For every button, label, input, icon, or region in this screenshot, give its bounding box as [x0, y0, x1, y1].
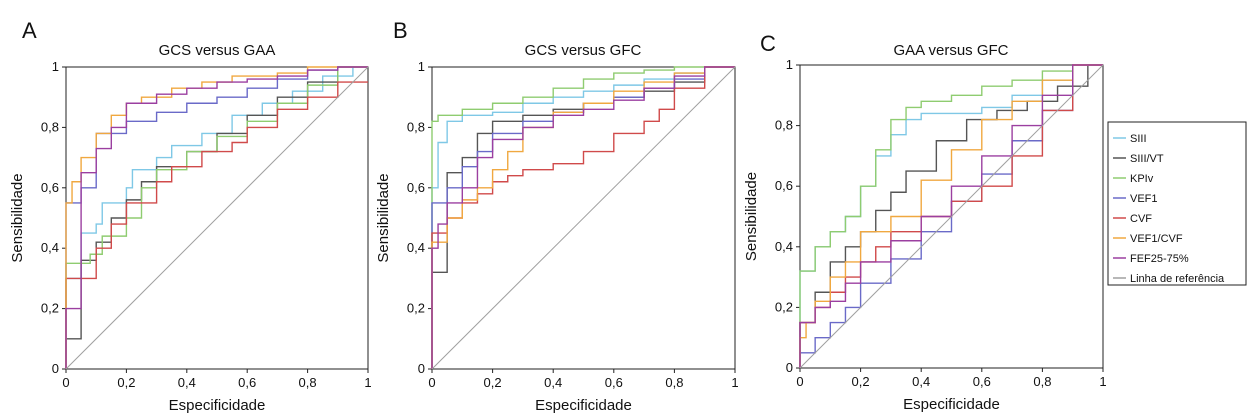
panel-b-x-tick-label: 0,6: [605, 375, 623, 390]
panel-a-y-tick-label: 0: [52, 361, 59, 376]
panel-b-series-fef25-75: [431, 66, 735, 369]
panel-b-y-tick-label: 0,6: [407, 180, 425, 195]
panel-a-title: GCS versus GAA: [159, 42, 276, 59]
legend-label-kpiv: KPIv: [1130, 173, 1154, 185]
panel-c-x-axis-label: Especificidade: [903, 396, 1000, 413]
legend-label-fef25-75: FEF25-75%: [1130, 253, 1189, 265]
panel-c-x-tick-label: 0: [796, 374, 803, 389]
panel-a-series-cvf: [65, 81, 368, 369]
panel-c-x-tick-label: 0,6: [973, 374, 991, 389]
panel-b-y-axis-label: Sensibilidade: [375, 173, 392, 262]
panel-a-series-linha-de-refer-ncia: [65, 66, 369, 370]
panel-b-y-tick-label: 0,8: [407, 119, 425, 134]
panel-b-series-kpiv: [431, 66, 735, 369]
panel-c-y-tick-label: 0,4: [775, 239, 793, 254]
panel-c-title: GAA versus GFC: [893, 42, 1008, 59]
panel-a-y-tick-label: 0,6: [41, 180, 59, 195]
panel-c-x-tick-label: 0,4: [912, 374, 930, 389]
panel-c-x-tick-label: 0,8: [1033, 374, 1051, 389]
panel-b-x-tick-label: 0,2: [484, 375, 502, 390]
panel-c-y-axis-label: Sensibilidade: [743, 172, 760, 261]
panel-a-x-tick-label: 0,2: [117, 375, 135, 390]
panel-b-x-tick-label: 0,4: [544, 375, 562, 390]
panel-a-y-tick-label: 0,8: [41, 119, 59, 134]
panel-b-x-tick-label: 1: [731, 375, 738, 390]
panel-b-series-linha-de-refer-ncia: [431, 66, 736, 370]
panel-b-series-siii-vt: [431, 66, 735, 369]
legend-label-siii-vt: SIII/VT: [1130, 153, 1164, 165]
panel-c-series-fef25-75: [799, 64, 1103, 368]
panel-c-plot-frame: [799, 64, 1104, 369]
legend-box: [1107, 121, 1247, 286]
panel-a-series-siii: [65, 66, 368, 369]
panel-a-y-tick-label: 0,2: [41, 301, 59, 316]
panel-c-y-tick-label: 0,6: [775, 178, 793, 193]
panel-c-x-tick-label: 1: [1099, 374, 1106, 389]
panel-a-y-tick-label: 1: [52, 59, 59, 74]
panel-c-y-tick-label: 0,8: [775, 118, 793, 133]
legend-label-vef1-cvf: VEF1/CVF: [1130, 233, 1183, 245]
panel-c-y-tick-label: 0: [786, 360, 793, 375]
panel-b-y-tick-label: 0,4: [407, 240, 425, 255]
panel-c-series-linha-de-refer-ncia: [799, 64, 1104, 369]
panel-a-series-fef25-75: [65, 66, 368, 369]
panel-a-x-tick-label: 0,8: [299, 375, 317, 390]
panel-a-letter: A: [22, 18, 37, 43]
legend-label-linha-de-refer-ncia: Linha de referência: [1130, 273, 1225, 285]
panel-b-y-tick-label: 0: [418, 361, 425, 376]
panel-b-x-axis-label: Especificidade: [535, 397, 632, 414]
panel-c-y-tick-label: 1: [786, 57, 793, 72]
panel-c-letter: C: [760, 31, 776, 56]
legend-label-cvf: CVF: [1130, 213, 1152, 225]
panel-a-x-axis-label: Especificidade: [169, 397, 266, 414]
panel-a-x-tick-label: 0: [62, 375, 69, 390]
legend-label-vef1: VEF1: [1130, 193, 1158, 205]
panel-a-x-tick-label: 1: [364, 375, 371, 390]
panel-c-x-tick-label: 0,2: [852, 374, 870, 389]
panel-b-y-tick-label: 1: [418, 59, 425, 74]
panel-b-y-tick-label: 0,2: [407, 301, 425, 316]
panel-b-letter: B: [393, 18, 408, 43]
panel-c-series-kpiv: [799, 64, 1103, 368]
panel-c-y-tick-label: 0,2: [775, 299, 793, 314]
panel-a-y-tick-label: 0,4: [41, 240, 59, 255]
panel-a-y-axis-label: Sensibilidade: [9, 173, 26, 262]
panel-b-x-tick-label: 0: [428, 375, 435, 390]
panel-a-x-tick-label: 0,4: [178, 375, 196, 390]
panel-a-x-tick-label: 0,6: [238, 375, 256, 390]
panel-b-x-tick-label: 0,8: [665, 375, 683, 390]
legend-label-siii: SIII: [1130, 133, 1147, 145]
panel-b-title: GCS versus GFC: [525, 42, 642, 59]
